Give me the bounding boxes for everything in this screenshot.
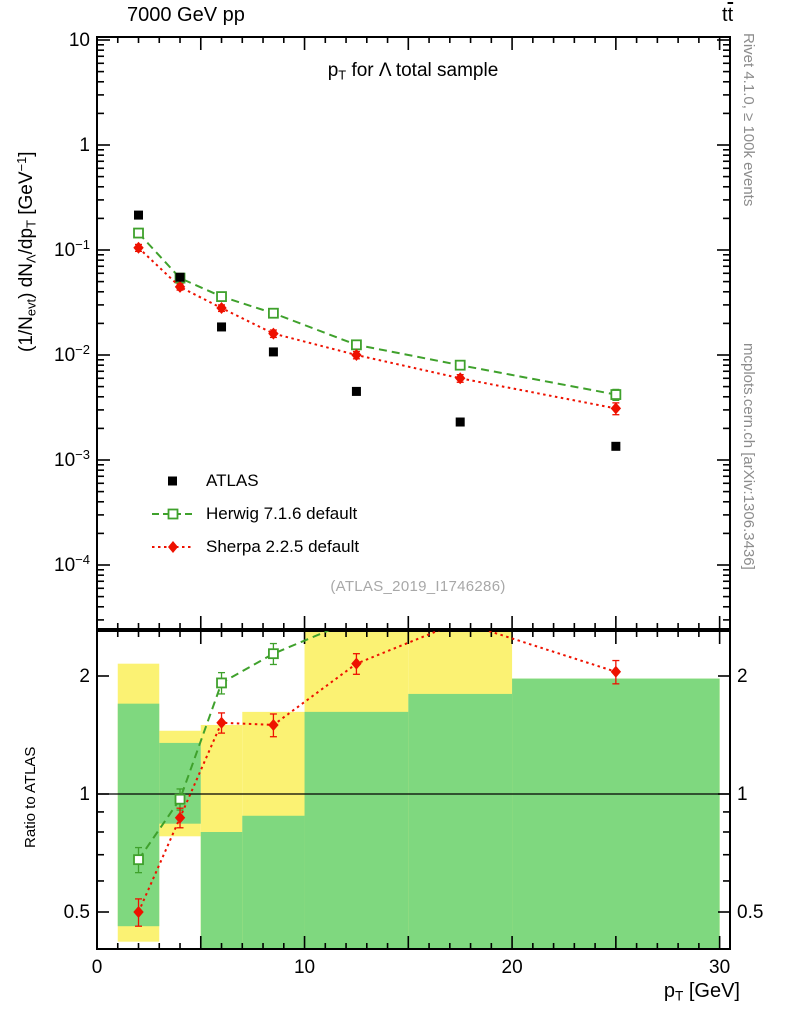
main-y-tick-label: 1 — [79, 135, 90, 156]
x-tick-label: 0 — [92, 957, 103, 978]
process-tbar: t — [727, 4, 734, 26]
y-axis-title-part: ) dN — [16, 262, 37, 299]
legend-label: Herwig 7.1.6 default — [206, 503, 358, 523]
x-tick-label: 20 — [502, 957, 523, 978]
legend: ATLAS Herwig 7.1.6 default Sherpa 2.2.5 … — [150, 464, 359, 563]
process-t: t — [722, 4, 728, 26]
y-axis-title-part: (1/N — [16, 316, 37, 352]
y-axis-title-part: T — [23, 220, 39, 228]
series-herwig-ratio — [133, 631, 330, 874]
ratio-y-tick-label-right: 2 — [737, 666, 748, 687]
series-herwig-main — [133, 227, 622, 401]
main-y-tick-label: 10−3 — [54, 447, 90, 471]
y-axis-title-part: Λ — [23, 254, 39, 263]
plot-title-sub: T — [338, 67, 347, 83]
y-axis-title-part: [GeV — [16, 171, 37, 221]
beam-energy-label: 7000 GeV pp — [127, 4, 245, 26]
y-axis-title-part: −1 — [14, 156, 29, 172]
y-axis-title-part: /dp — [16, 227, 37, 255]
x-axis-title-sub: T — [674, 988, 684, 1004]
analysis-reference: (ATLAS_2019_I1746286) — [330, 578, 506, 595]
ratio-y-tick-label-right: 1 — [737, 784, 748, 805]
y-axis-title: (1/Nevt) dNΛ/dpT [GeV−1] — [14, 151, 39, 352]
x-tick-label: 30 — [709, 957, 730, 978]
x-tick-label: 10 — [294, 957, 315, 978]
x-axis-title-rest: [GeV] — [683, 980, 740, 1002]
ratio-y-tick-label-left: 2 — [79, 666, 90, 687]
legend-item-herwig: Herwig 7.1.6 default — [150, 497, 359, 530]
legend-label: Sherpa 2.2.5 default — [206, 536, 360, 556]
atlas-marker-sample — [168, 476, 177, 485]
ratio-y-tick-label-left: 0.5 — [64, 902, 90, 923]
ratio-y-tick-label-left: 1 — [79, 784, 90, 805]
main-y-tick-label: 10−2 — [54, 342, 90, 366]
legend-item-sherpa: Sherpa 2.2.5 default — [150, 530, 359, 563]
legend-label: ATLAS — [206, 470, 259, 490]
main-y-tick-label: 10−1 — [54, 237, 90, 261]
process-label: tt — [722, 4, 733, 27]
tick-label-layer: 0 10 20 30 10 1 10−1 10−2 10−3 10−4 2 2 1 1 0.5 0.5 — [54, 30, 763, 978]
rivet-version-watermark: Rivet 4.1.0, ≥ 100k events — [740, 33, 757, 207]
y-axis-title-part: ] — [16, 151, 37, 157]
main-y-tick-label: 10 — [69, 30, 90, 51]
herwig-marker-sample — [152, 508, 194, 519]
main-panel-frame — [96, 36, 731, 630]
series-atlas-main — [134, 210, 621, 451]
series-sherpa-ratio — [133, 631, 622, 927]
series-sherpa-main — [133, 241, 622, 416]
mcplots-watermark: mcplots.cern.ch [arXiv:1306.3436] — [740, 343, 757, 570]
ratio-y-tick-label-right: 0.5 — [737, 902, 763, 923]
x-axis-title: pT [GeV] — [560, 980, 740, 1004]
y-axis-title-part: evt — [23, 298, 39, 317]
x-axis-title-p: p — [663, 980, 675, 1002]
ratio-panel-frame — [96, 630, 731, 950]
plot-title-p: p — [327, 60, 339, 81]
plot-title: pT for Λ total sample — [113, 60, 713, 83]
legend-item-atlas: ATLAS — [150, 464, 359, 497]
sherpa-marker-sample — [152, 540, 194, 553]
plot-title-rest: for Λ total sample — [346, 60, 499, 81]
ratio-y-axis-title: Ratio to ATLAS — [22, 746, 39, 848]
main-y-tick-label: 10−4 — [54, 552, 90, 576]
uncertainty-bands — [117, 631, 720, 949]
